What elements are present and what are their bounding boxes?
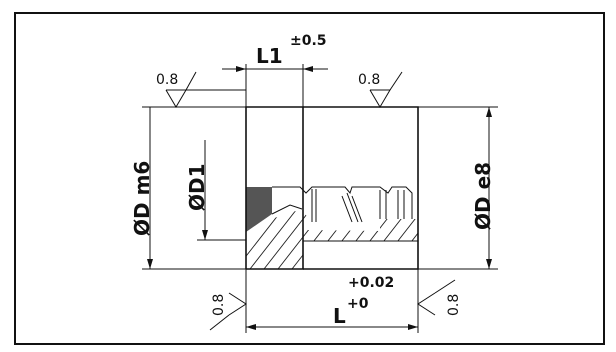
- surface-finish-bottom-left: 0.8: [209, 292, 247, 331]
- dark-seal-region: [246, 187, 272, 232]
- l1-label: L1: [256, 44, 283, 68]
- spring-detail: [271, 186, 413, 223]
- bushing-part: [245, 106, 419, 270]
- dia-d-e8-label: ØD e8: [471, 162, 495, 230]
- dia-d1-dimension: ØD1: [185, 140, 246, 241]
- dia-d1-label: ØD1: [185, 163, 209, 211]
- l-dimension: L +0 +0.02: [245, 269, 419, 333]
- l1-dimension: L1 ±0.5: [222, 33, 328, 107]
- l-lower-tolerance: +0: [347, 296, 369, 312]
- surface-finish-bottom-left-value: 0.8: [211, 294, 227, 316]
- surface-finish-top-left-value: 0.8: [156, 72, 178, 88]
- surface-finish-bottom-right: 0.8: [417, 279, 462, 316]
- dia-d-m6-dimension: ØD m6: [130, 106, 246, 270]
- surface-finish-bottom-right-value: 0.8: [446, 294, 462, 316]
- l1-tolerance: ±0.5: [290, 33, 327, 49]
- drawing-frame: [14, 12, 605, 345]
- l-label: L: [333, 304, 346, 328]
- surface-finish-top-right: 0.8: [358, 71, 403, 108]
- dia-d-m6-label: ØD m6: [130, 161, 154, 236]
- surface-finish-top-left: 0.8: [156, 71, 246, 108]
- surface-finish-top-right-value: 0.8: [358, 72, 380, 88]
- dia-d-e8-dimension: ØD e8: [418, 106, 498, 270]
- l-upper-tolerance: +0.02: [348, 275, 394, 291]
